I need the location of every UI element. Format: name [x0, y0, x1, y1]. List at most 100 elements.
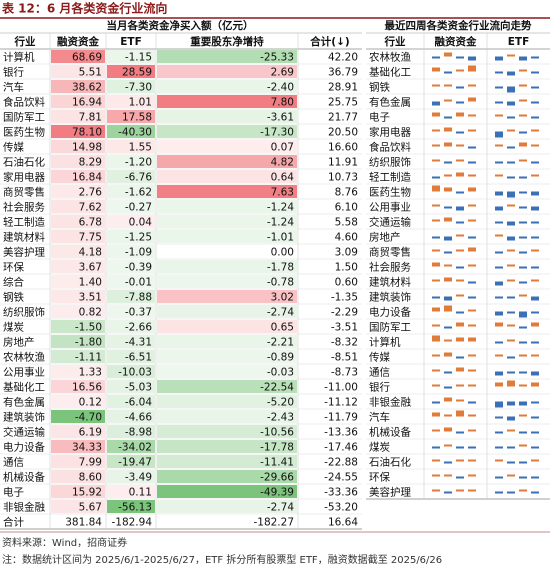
trend-bar — [531, 101, 539, 104]
heat-cell — [107, 215, 155, 228]
column-header: 行业 — [14, 35, 36, 48]
trend-bar — [519, 191, 527, 194]
trend-bar — [432, 144, 440, 147]
trend-bar — [432, 446, 440, 449]
trend-bar — [531, 476, 539, 479]
trend-bar — [531, 459, 539, 462]
heat-cell — [157, 215, 297, 228]
trend-bar — [432, 185, 440, 192]
cell-value: -0.78 — [267, 277, 294, 289]
trend-bar — [507, 311, 515, 314]
trend-bar — [432, 384, 440, 387]
trend-bar — [519, 384, 527, 387]
heat-cell — [107, 95, 155, 108]
industry-name: 传媒 — [369, 351, 390, 364]
heat-cell — [51, 215, 105, 228]
trend-bar — [495, 191, 503, 196]
heat-cell — [157, 440, 297, 453]
heat-cell — [51, 260, 105, 273]
cell-value: 6.78 — [79, 217, 102, 229]
trend-bar — [519, 341, 527, 344]
trend-bar — [456, 221, 464, 224]
trend-bar — [444, 444, 452, 447]
heat-cell — [107, 380, 155, 393]
trend-bar — [507, 461, 515, 464]
cell-value: -8.51 — [331, 352, 358, 364]
heat-cell — [51, 350, 105, 363]
industry-name: 医药生物 — [369, 186, 411, 199]
trend-bar — [468, 337, 476, 342]
cell-value: -3.61 — [267, 112, 294, 124]
trend-bar — [468, 446, 476, 449]
trend-bar — [456, 410, 464, 417]
cell-value: -6.76 — [125, 172, 152, 184]
column-header: 合计(↓) — [309, 35, 349, 48]
cell-value: 11.91 — [328, 157, 358, 169]
trend-bar — [531, 161, 539, 164]
trend-bar — [456, 356, 464, 359]
cell-value: -10.56 — [260, 427, 294, 439]
trend-bar — [495, 266, 503, 269]
trend-bar — [468, 309, 476, 312]
industry-name: 轻工制造 — [3, 216, 45, 229]
trend-bar — [468, 384, 476, 387]
heat-cell — [51, 425, 105, 438]
cell-value: -6.51 — [125, 352, 152, 364]
trend-bar — [468, 65, 476, 72]
trend-bar — [468, 219, 476, 222]
trend-bar — [519, 142, 527, 147]
trend-bar — [507, 279, 515, 282]
trend-bar — [444, 371, 452, 374]
trend-bar — [495, 56, 503, 61]
trend-bar — [432, 112, 440, 117]
cell-value: 0.07 — [271, 142, 294, 154]
cell-value: -40.30 — [118, 127, 152, 139]
heat-cell — [51, 80, 105, 93]
cell-value: -8.98 — [125, 427, 152, 439]
trend-bar — [432, 262, 440, 267]
cell-value: 38.62 — [72, 82, 102, 94]
heat-cell — [107, 80, 155, 93]
trend-bar — [507, 296, 515, 299]
cell-value: 68.69 — [72, 52, 102, 64]
heat-cell — [107, 470, 155, 483]
trend-bar — [531, 221, 539, 224]
heat-cell — [107, 125, 155, 138]
trend-bar — [456, 337, 464, 342]
trend-bar — [495, 144, 503, 147]
trend-bar — [531, 129, 539, 132]
trend-bar — [432, 459, 440, 462]
cell-value: -3.51 — [331, 322, 358, 334]
trend-bar — [444, 491, 452, 494]
industry-name: 传媒 — [3, 141, 24, 154]
trend-bar — [468, 354, 476, 357]
heat-cell — [107, 440, 155, 453]
heat-cell — [51, 410, 105, 423]
trend-bar — [456, 399, 464, 402]
heat-cell — [51, 185, 105, 198]
heat-cell — [107, 290, 155, 303]
trend-bar — [432, 296, 440, 299]
cell-value: -24.55 — [324, 472, 358, 484]
trend-bar — [507, 176, 515, 179]
trend-bar — [444, 296, 452, 301]
trend-bar — [507, 221, 515, 226]
industry-name: 煤炭 — [3, 321, 24, 334]
heat-cell — [157, 380, 297, 393]
heat-cell — [107, 425, 155, 438]
industry-name: 房地产 — [369, 231, 401, 244]
trend-bar — [519, 414, 527, 417]
trend-bar — [432, 324, 440, 327]
trend-bar — [456, 69, 464, 72]
trend-bar — [531, 279, 539, 282]
trend-bar — [495, 459, 503, 462]
cell-value: -0.01 — [125, 277, 152, 289]
trend-bar — [507, 116, 515, 119]
trend-bar — [519, 444, 527, 447]
cell-value: -11.00 — [324, 382, 358, 394]
cell-value: 5.58 — [335, 217, 358, 229]
trend-bar — [468, 489, 476, 492]
trend-bar — [519, 114, 527, 117]
trend-bar — [507, 161, 515, 164]
trend-bar — [507, 191, 515, 198]
